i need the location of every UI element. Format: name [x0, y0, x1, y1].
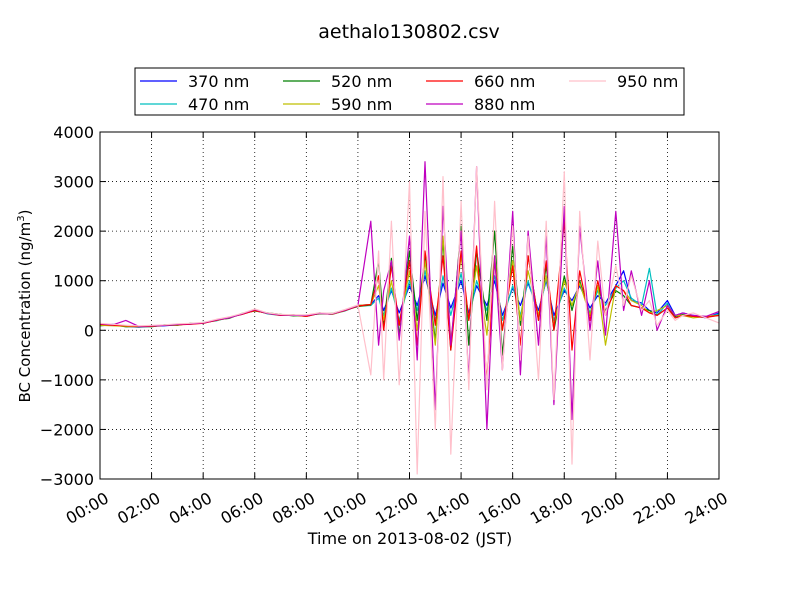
y-axis-label-close: )	[16, 210, 34, 216]
y-axis-label-superscript: 3	[16, 215, 27, 221]
series-line-950-nm	[99, 166, 720, 475]
y-tick-label: 4000	[53, 123, 94, 142]
legend-box	[134, 67, 685, 116]
legend-label: 590 nm	[331, 95, 392, 114]
y-tick-label: −3000	[40, 470, 94, 489]
series-lines	[99, 161, 720, 475]
y-tick-label: −2000	[40, 420, 94, 439]
legend-label: 520 nm	[331, 72, 392, 91]
series-line-880-nm	[99, 161, 720, 430]
legend: 370 nm 470 nm 520 nm 590 nm 660 nm 880 nm 950 …	[134, 67, 685, 116]
y-axis-tick-labels: 4000 3000 2000 1000 0 −1000 −2000 −3000	[40, 123, 94, 489]
y-axis-label: BC Concentration (ng/m3)	[16, 210, 34, 403]
plot-area	[99, 131, 720, 480]
y-tick-label: 2000	[53, 222, 94, 241]
y-tick-label: 3000	[53, 173, 94, 192]
legend-label: 880 nm	[474, 95, 535, 114]
plot-frame	[99, 131, 720, 480]
legend-label: 470 nm	[188, 95, 249, 114]
y-axis-label-main: BC Concentration (ng/m	[16, 222, 34, 403]
legend-label: 370 nm	[188, 72, 249, 91]
legend-label: 660 nm	[474, 72, 535, 91]
x-axis-label: Time on 2013-08-02 (JST)	[307, 529, 512, 548]
y-tick-label: 1000	[53, 272, 94, 291]
legend-label: 950 nm	[617, 72, 678, 91]
y-tick-label: 0	[84, 321, 94, 340]
y-tick-label: −1000	[40, 371, 94, 390]
chart-title: aethalo130802.csv	[318, 21, 500, 43]
legend-entries: 370 nm 470 nm 520 nm 590 nm 660 nm 880 nm 950 …	[140, 72, 678, 114]
